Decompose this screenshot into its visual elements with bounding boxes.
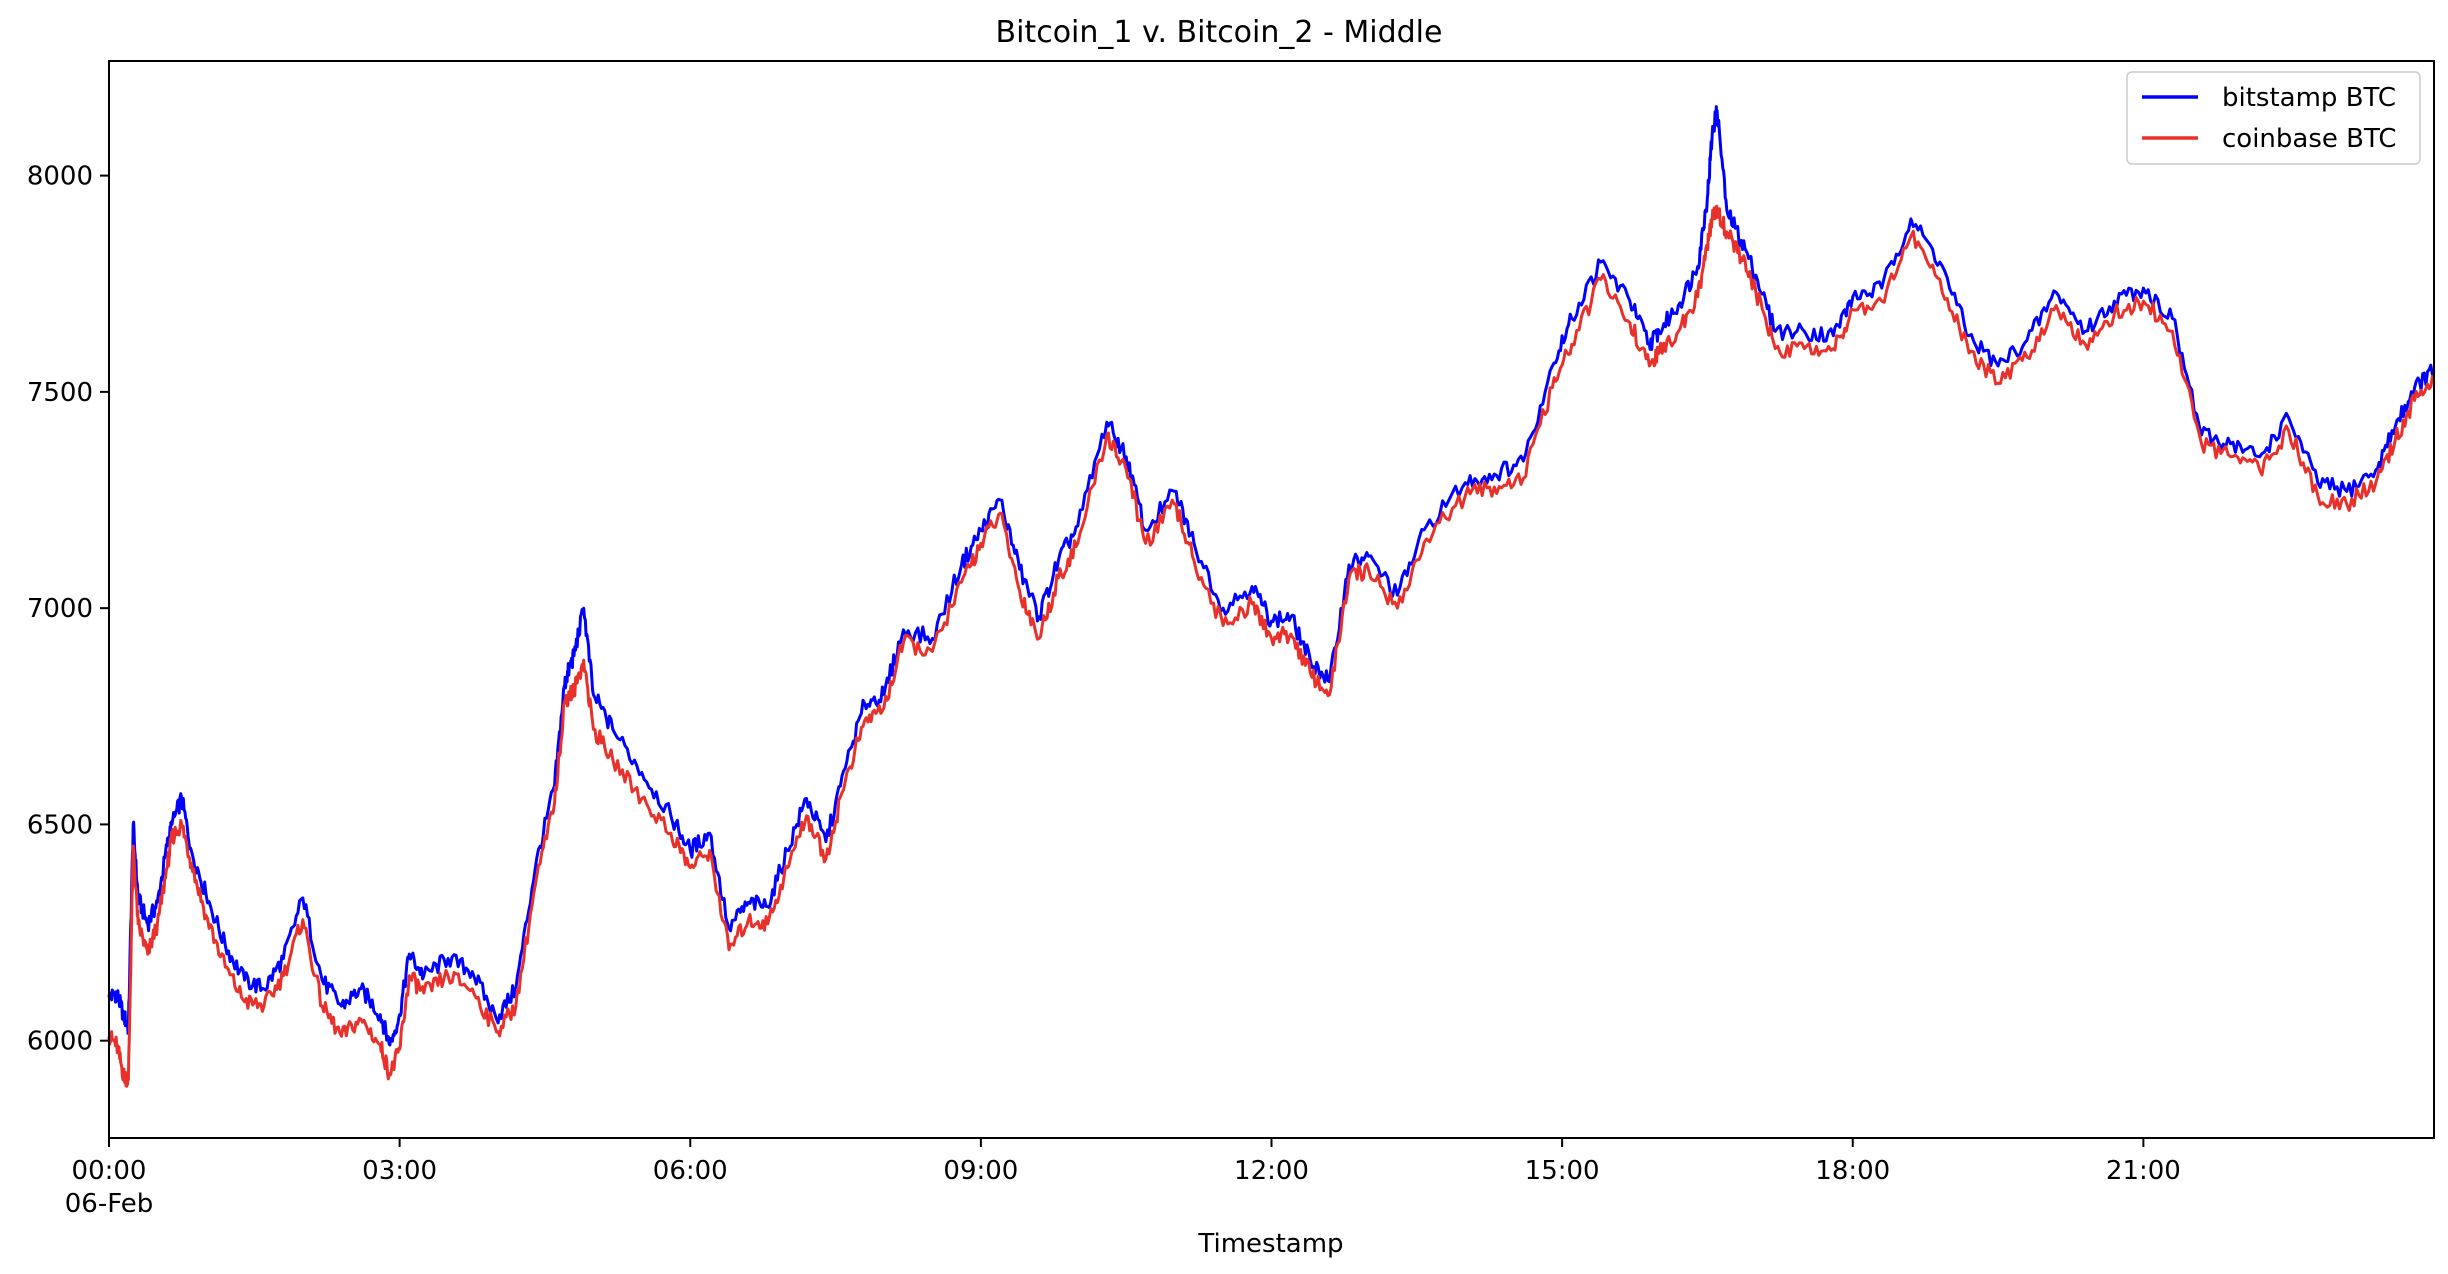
plot-area <box>107 60 2436 1139</box>
x-tick-label: 06:00 <box>653 1156 728 1186</box>
x-tick-label: 03:00 <box>362 1156 437 1186</box>
y-tick-label: 7000 <box>27 594 93 624</box>
series-layer <box>107 105 2436 1088</box>
x-tick-label: 18:00 <box>1815 1156 1890 1186</box>
y-tick-label: 8000 <box>27 162 93 192</box>
x-tick-label: 09:00 <box>943 1156 1018 1186</box>
x-tick-label: 15:00 <box>1525 1156 1600 1186</box>
legend-label-bitstamp: bitstamp BTC <box>2222 83 2396 113</box>
y-axis: 6000 6500 7000 7500 8000 <box>27 162 109 1057</box>
date-label: 06-Feb <box>65 1189 154 1219</box>
y-tick-label: 7500 <box>27 378 93 408</box>
x-tick-label: 12:00 <box>1234 1156 1309 1186</box>
x-tick-label: 21:00 <box>2106 1156 2181 1186</box>
legend-label-coinbase: coinbase BTC <box>2222 124 2397 154</box>
legend[interactable]: bitstamp BTC coinbase BTC <box>2126 71 2421 165</box>
x-tick-label: 00:00 <box>72 1156 147 1186</box>
y-tick-label: 6500 <box>27 810 93 840</box>
series-line-coinbase <box>107 204 2436 1088</box>
x-axis: 00:00 03:00 06:00 09:00 12:00 15:00 18:00 21:00 <box>72 1138 2181 1186</box>
legend-box <box>2126 71 2421 165</box>
y-tick-label: 6000 <box>27 1027 93 1057</box>
x-axis-label: Timestamp <box>1197 1229 1343 1259</box>
chart-title: Bitcoin_1 v. Bitcoin_2 - Middle <box>996 15 1443 50</box>
series-line-bitstamp <box>107 105 2436 1047</box>
